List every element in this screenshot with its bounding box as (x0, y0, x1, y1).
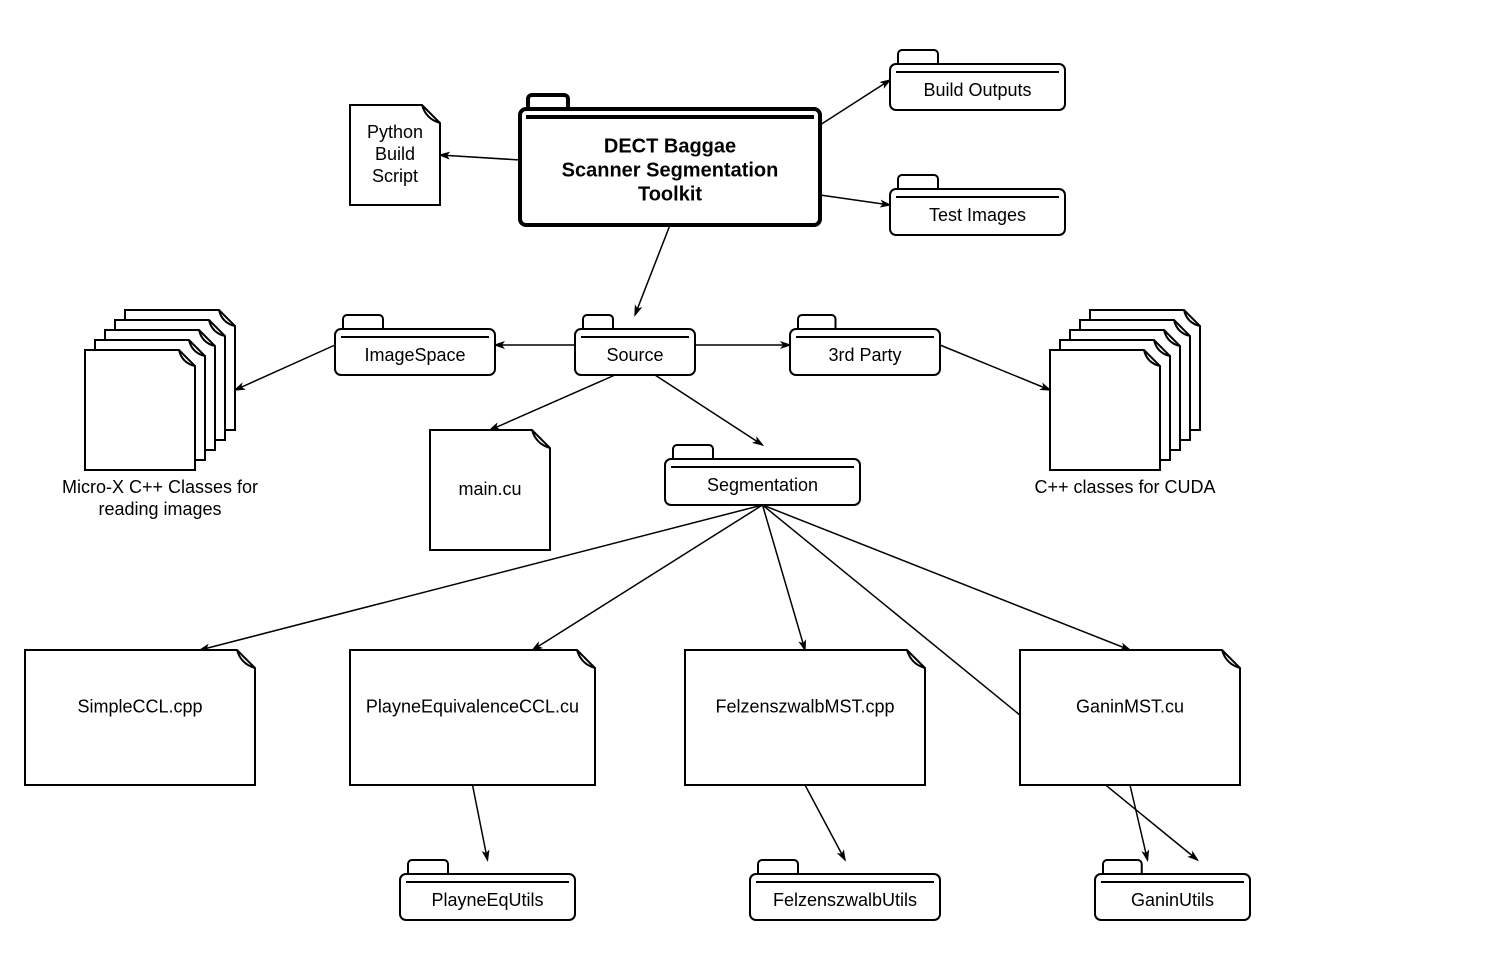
edge-root-python_script (440, 155, 520, 160)
node-root: DECT BaggaeScanner SegmentationToolkit (520, 95, 820, 225)
svg-text:Toolkit: Toolkit (638, 183, 702, 205)
node-imagespace: ImageSpace (335, 315, 495, 375)
node-segmentation: Segmentation (665, 445, 860, 505)
node-felzenmst: FelzenszwalbMST.cpp (685, 650, 925, 785)
svg-text:Python: Python (367, 122, 423, 142)
svg-text:Script: Script (372, 166, 418, 186)
node-test_images: Test Images (890, 175, 1065, 235)
edge-segmentation-playneccl (533, 505, 763, 650)
edge-imagespace-multi_left (235, 345, 335, 390)
svg-text:FelzenszwalbUtils: FelzenszwalbUtils (773, 890, 917, 910)
node-playneutils: PlayneEqUtils (400, 860, 575, 920)
edge-segmentation-felzenmst (763, 505, 806, 650)
edge-source-segmentation (655, 375, 763, 445)
edge-root-build_outputs (820, 80, 890, 125)
node-multi_right: C++ classes for CUDA (1034, 310, 1215, 497)
node-python_script: PythonBuildScript (350, 105, 440, 205)
node-source: Source (575, 315, 695, 375)
svg-text:SimpleCCL.cpp: SimpleCCL.cpp (77, 696, 202, 716)
edge-root-test_images (820, 195, 890, 205)
svg-text:GaninMST.cu: GaninMST.cu (1076, 696, 1184, 716)
svg-text:Scanner Segmentation: Scanner Segmentation (562, 159, 779, 181)
svg-text:Build Outputs: Build Outputs (923, 80, 1031, 100)
edge-felzenmst-felzenutils (805, 785, 845, 860)
edge-ganinmst-ganinutils (1130, 785, 1148, 860)
svg-text:Segmentation: Segmentation (707, 475, 818, 495)
svg-text:reading images: reading images (98, 499, 221, 519)
svg-text:Micro-X C++ Classes for: Micro-X C++ Classes for (62, 477, 258, 497)
svg-text:DECT Baggae: DECT Baggae (604, 135, 736, 157)
node-build_outputs: Build Outputs (890, 50, 1065, 110)
node-ganinutils: GaninUtils (1095, 860, 1250, 920)
svg-text:3rd Party: 3rd Party (828, 345, 901, 365)
svg-text:PlayneEquivalenceCCL.cu: PlayneEquivalenceCCL.cu (366, 696, 579, 716)
svg-text:PlayneEqUtils: PlayneEqUtils (431, 890, 543, 910)
svg-text:C++ classes for CUDA: C++ classes for CUDA (1034, 477, 1215, 497)
node-ganinmst: GaninMST.cu (1020, 650, 1240, 785)
node-felzenutils: FelzenszwalbUtils (750, 860, 940, 920)
edge-playneccl-playneutils (473, 785, 488, 860)
svg-text:main.cu: main.cu (458, 479, 521, 499)
svg-text:ImageSpace: ImageSpace (364, 345, 465, 365)
node-third_party: 3rd Party (790, 315, 940, 375)
svg-text:FelzenszwalbMST.cpp: FelzenszwalbMST.cpp (715, 696, 894, 716)
edge-root-source (635, 225, 670, 315)
svg-text:Build: Build (375, 144, 415, 164)
edge-third_party-multi_right (940, 345, 1050, 390)
node-multi_left: Micro-X C++ Classes forreading images (62, 310, 258, 519)
edge-segmentation-ganinmst (763, 505, 1131, 650)
node-simpleccl: SimpleCCL.cpp (25, 650, 255, 785)
svg-text:GaninUtils: GaninUtils (1131, 890, 1214, 910)
edge-source-main_cu (490, 375, 615, 430)
svg-text:Test Images: Test Images (929, 205, 1026, 225)
node-main_cu: main.cu (430, 430, 550, 550)
svg-text:Source: Source (606, 345, 663, 365)
node-playneccl: PlayneEquivalenceCCL.cu (350, 650, 595, 785)
